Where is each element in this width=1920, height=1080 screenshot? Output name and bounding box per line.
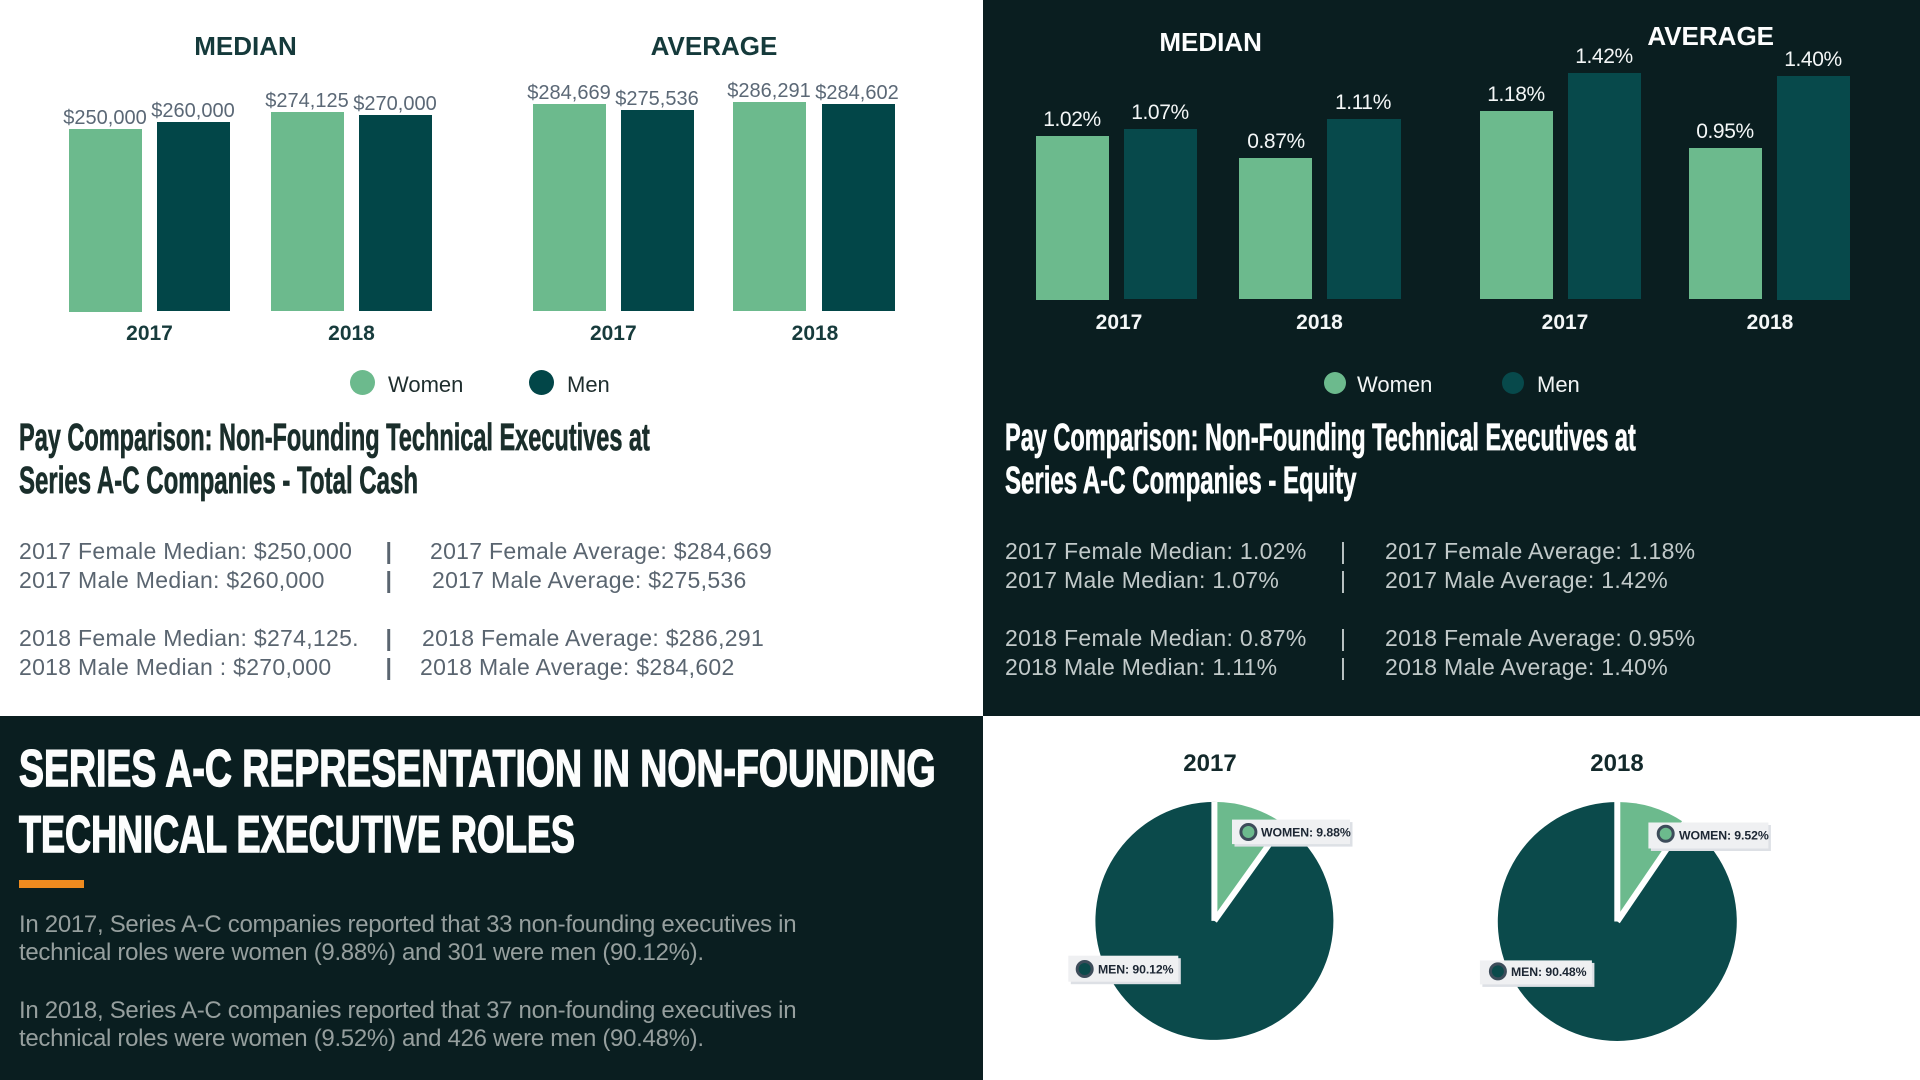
svg-text:MEN: 90.12%: MEN: 90.12%	[1098, 962, 1174, 976]
svg-text:WOMEN: 9.88%: WOMEN: 9.88%	[1261, 825, 1351, 839]
svg-text:WOMEN: 9.52%: WOMEN: 9.52%	[1679, 828, 1769, 842]
svg-text:MEN: 90.48%: MEN: 90.48%	[1511, 965, 1587, 979]
